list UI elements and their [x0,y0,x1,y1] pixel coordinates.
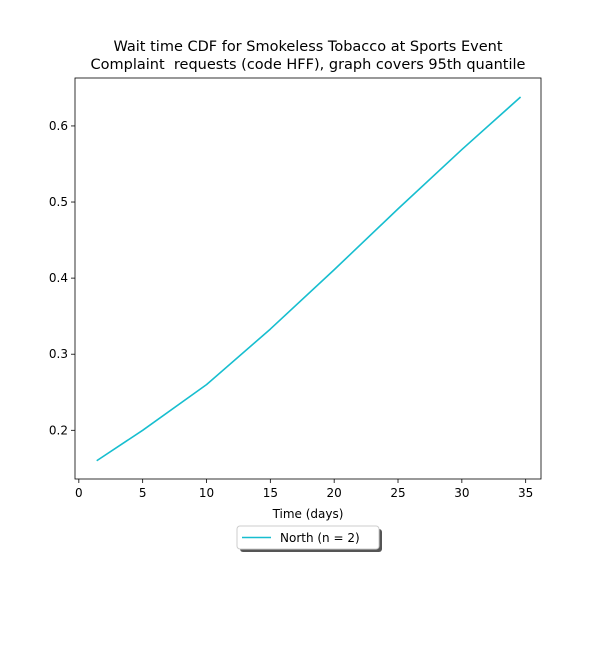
legend-box [236,525,380,550]
plot-area: 0 5 10 15 20 25 30 35 0.2 0.3 0.4 0.5 0.6 [49,77,542,500]
y-tick-label: 0.3 [49,347,68,361]
x-tick-label: 25 [390,486,405,500]
y-axis-ticks: 0.2 0.3 0.4 0.5 0.6 [49,119,75,437]
x-axis-ticks: 0 5 10 15 20 25 30 35 [75,479,533,500]
x-tick-label: 20 [327,486,342,500]
y-tick-label: 0.4 [49,271,68,285]
x-tick-label: 5 [139,486,147,500]
x-tick-label: 35 [518,486,533,500]
legend: North (n = 2) [236,525,382,552]
series-line [96,96,522,462]
y-tick-label: 0.6 [49,119,68,133]
series-group [96,96,522,462]
y-tick-label: 0.2 [49,423,68,437]
x-tick-label: 15 [263,486,278,500]
x-tick-label: 10 [199,486,214,500]
y-tick-label: 0.5 [49,195,68,209]
chart-title-line: Wait time CDF for Smokeless Tobacco at S… [113,39,502,55]
chart-title: Wait time CDF for Smokeless Tobacco at S… [91,39,526,73]
chart-title-line: Complaint requests (code HFF), graph cov… [91,57,526,73]
x-tick-label: 30 [454,486,469,500]
x-tick-label: 0 [75,486,83,500]
legend-label: North (n = 2) [280,531,360,545]
x-axis-label: Time (days) [272,507,344,521]
